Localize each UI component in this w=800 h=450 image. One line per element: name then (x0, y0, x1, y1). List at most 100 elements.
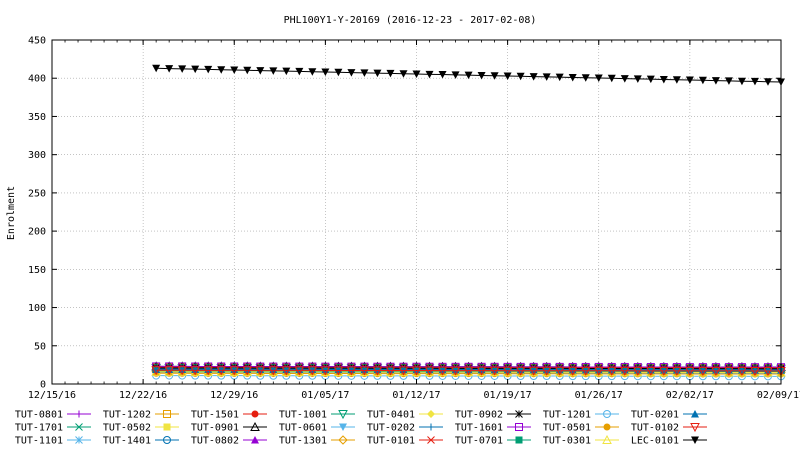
grid-lines (52, 40, 781, 384)
legend-label: TUT-0501 (543, 423, 591, 434)
legend-marker (691, 410, 699, 418)
legend-item: TUT-0501 (543, 423, 619, 434)
x-tick-label: 12/22/16 (119, 390, 167, 401)
data-point (412, 70, 421, 79)
data-point (737, 77, 746, 86)
data-point (164, 366, 174, 376)
data-point (555, 73, 564, 82)
data-point (685, 76, 694, 85)
data-point (620, 75, 629, 83)
legend-marker (515, 436, 523, 444)
legend-item: TUT-0401 (367, 410, 443, 421)
legend-marker (163, 410, 171, 418)
legend-label: TUT-1301 (279, 436, 327, 447)
data-point (580, 366, 591, 376)
legend-label: TUT-1101 (15, 436, 63, 447)
data-point (659, 75, 668, 84)
data-point (359, 366, 370, 376)
data-point (476, 366, 487, 376)
data-point (385, 366, 396, 376)
legend-marker (427, 410, 435, 418)
legend-item: TUT-0301 (543, 434, 619, 447)
legend-item: LEC-0101 (631, 436, 707, 447)
legend-marker (250, 421, 260, 431)
legend-marker (691, 436, 699, 444)
x-tick-label: 12/15/16 (28, 390, 76, 401)
data-point (373, 69, 382, 78)
legend-label: TUT-0401 (367, 410, 415, 421)
legend-marker (339, 423, 347, 431)
data-point (646, 75, 655, 84)
data-point (724, 366, 734, 376)
data-point (685, 366, 695, 376)
legend-label: TUT-1501 (191, 410, 239, 421)
data-point (515, 366, 526, 376)
data-point (645, 366, 656, 376)
data-point (489, 366, 500, 376)
data-point (633, 75, 642, 83)
data-point (269, 67, 278, 75)
data-point (490, 72, 499, 80)
legend-label: TUT-1701 (15, 423, 63, 434)
data-point (711, 77, 720, 85)
data-point (451, 71, 460, 79)
data-point (606, 366, 617, 376)
data-point (165, 65, 174, 73)
data-point (568, 73, 577, 82)
series-line (156, 369, 781, 372)
legend-item: TUT-1202 (103, 410, 179, 421)
data-point (243, 66, 252, 75)
data-point (152, 64, 161, 73)
data-point (593, 366, 604, 376)
data-point (763, 78, 772, 86)
x-tick-label: 01/26/17 (575, 390, 623, 401)
legend-marker (75, 410, 83, 418)
legend-item: TUT-1001 (279, 410, 355, 421)
data-point (321, 68, 330, 77)
data-point (438, 71, 447, 79)
data-point (541, 366, 552, 376)
data-point (308, 68, 317, 76)
legend-item: TUT-1401 (103, 436, 179, 447)
data-point (554, 366, 565, 376)
legend-item: TUT-0101 (367, 436, 443, 447)
data-point (477, 71, 486, 80)
data-point (724, 77, 733, 85)
data-point (711, 366, 721, 376)
legend-label: TUT-1601 (455, 423, 503, 434)
data-point (399, 70, 408, 78)
legend-label: TUT-0102 (631, 423, 679, 434)
data-point (672, 76, 681, 84)
legend-label: TUT-0202 (367, 423, 415, 434)
legend-marker (163, 436, 171, 444)
legend-marker (251, 436, 259, 444)
legend-label: TUT-0801 (15, 410, 63, 421)
y-tick-label: 100 (28, 303, 46, 314)
data-point (217, 66, 226, 74)
data-point (516, 72, 525, 81)
data-point (230, 66, 239, 74)
legend-item: TUT-1601 (455, 423, 531, 434)
y-tick-label: 450 (28, 36, 46, 47)
legend-label: TUT-1201 (543, 410, 591, 421)
x-tick-label: 12/29/16 (210, 390, 258, 401)
x-tick-label: 02/09/17 (757, 390, 800, 401)
chart-title: PHL100Y1-Y-20169 (2016-12-23 - 2017-02-0… (284, 15, 537, 26)
x-tick-label: 02/02/17 (666, 390, 714, 401)
data-point (229, 366, 240, 376)
legend-item: TUT-1201 (543, 410, 619, 421)
y-tick-label: 400 (28, 74, 46, 85)
legend-marker (602, 434, 612, 444)
legend-item: TUT-0601 (279, 423, 355, 434)
data-point (464, 71, 473, 80)
data-point (334, 68, 343, 77)
data-point (698, 76, 707, 85)
data-point (320, 366, 331, 376)
y-tick-label: 250 (28, 188, 46, 199)
data-point (281, 366, 292, 376)
data-point (191, 65, 200, 74)
data-point (295, 67, 304, 76)
data-point (294, 366, 305, 376)
y-tick-label: 50 (34, 341, 46, 352)
data-point (256, 67, 265, 75)
